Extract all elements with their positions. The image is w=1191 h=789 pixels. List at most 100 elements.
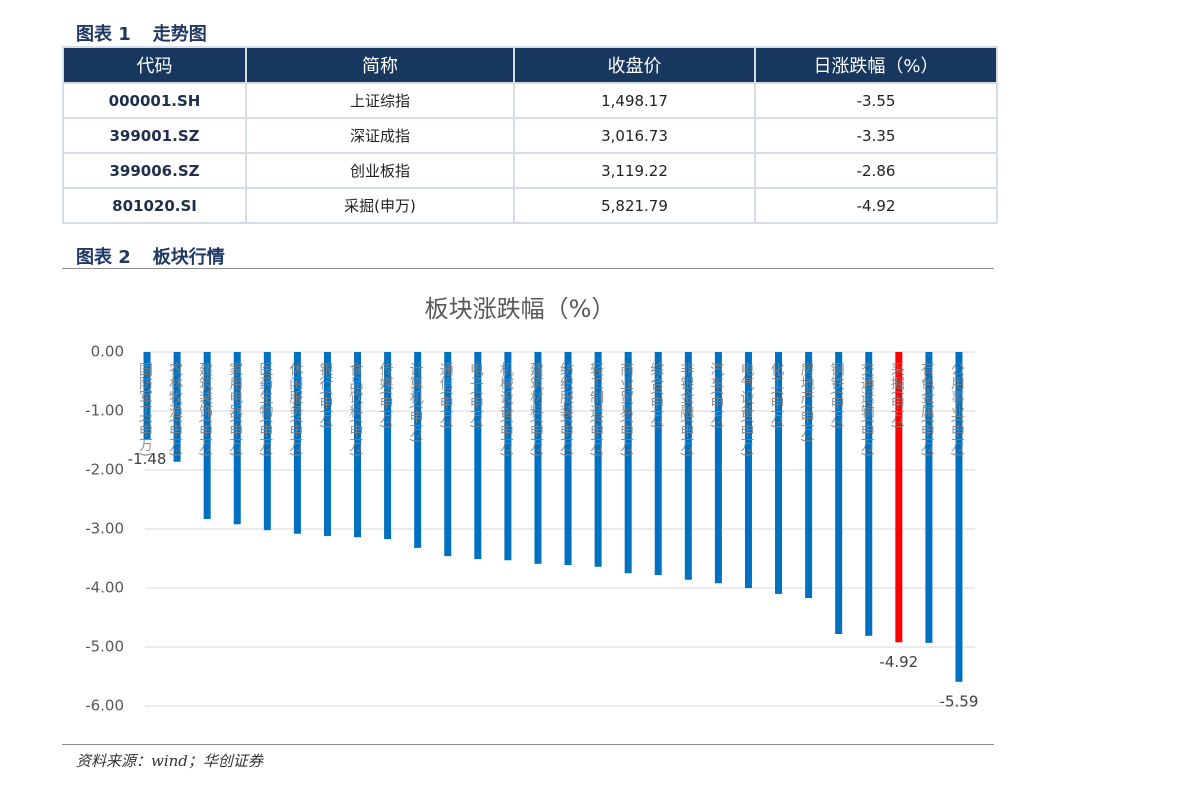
bar: [143, 352, 151, 440]
x-tick-label: 休闲服务(申万): [287, 362, 303, 457]
x-tick-label: 有色金属(申万): [919, 362, 935, 457]
y-tick-label: 0.00: [91, 343, 124, 361]
bar: [775, 352, 783, 594]
divider: [62, 744, 994, 745]
table-cell: 上证综指: [245, 82, 515, 119]
x-tick-label: 食品饮料(申万): [348, 361, 364, 457]
figure-name: 板块行情: [152, 247, 225, 268]
x-tick-label: 房地产(申万): [799, 362, 815, 443]
figure-name: 走势图: [152, 24, 207, 45]
x-tick-label: 建筑材料(申万): [528, 362, 544, 457]
x-tick-label: 公用事业(申万): [949, 362, 965, 457]
bar: [714, 352, 722, 584]
chart-title: 板块涨跌幅（%）: [425, 295, 616, 323]
y-tick-label: -1.00: [85, 402, 124, 420]
x-tick-label: 传媒(申万): [378, 362, 394, 429]
table-cell: 3,016.73: [513, 117, 756, 154]
divider: [62, 268, 994, 269]
bar: [744, 352, 752, 588]
bar: [684, 352, 692, 580]
x-tick-label: 银行(申万): [317, 362, 333, 429]
bar: [895, 352, 903, 643]
bar: [384, 352, 392, 540]
bar: [654, 352, 662, 576]
value-label: -5.59: [940, 692, 979, 710]
x-tick-label: 家用电器(申万): [227, 361, 243, 457]
x-tick-label: 交通运输(申万): [859, 361, 875, 457]
bar: [444, 352, 452, 557]
bar: [865, 352, 873, 636]
bar: [504, 352, 512, 561]
x-tick-label: 计算机(申万): [408, 362, 424, 443]
x-tick-label: 综合(申万): [648, 362, 664, 429]
bar: [203, 352, 211, 519]
y-tick-label: -5.00: [85, 638, 124, 656]
table-cell: 399001.SZ: [62, 117, 247, 154]
x-tick-label: 纺织服装(申万): [558, 362, 574, 457]
bar: [233, 352, 241, 525]
value-label: -1.48: [128, 450, 167, 468]
y-tick-label: -6.00: [85, 697, 124, 715]
x-tick-label: 电子(申万): [468, 362, 484, 429]
table-cell: 000001.SH: [62, 82, 247, 119]
table-row: 801020.SI 采掘(申万) 5,821.79 -4.92: [62, 187, 998, 224]
header-cell: 代码: [62, 46, 247, 84]
bar: [925, 352, 933, 643]
header-cell: 收盘价: [513, 46, 756, 84]
figure-label: 图表 1: [76, 24, 131, 45]
x-tick-label: 商业贸易(申万): [618, 362, 634, 457]
table-cell: 5,821.79: [513, 187, 756, 224]
value-label: -4.92: [879, 653, 918, 671]
x-tick-label: 钢铁(申万): [829, 362, 845, 429]
x-tick-label: 国防军工(申万): [137, 362, 153, 457]
x-tick-label: 轻工制造(申万): [588, 362, 604, 457]
table-cell: -3.35: [754, 117, 998, 154]
table-cell: -4.92: [754, 187, 998, 224]
x-tick-label: 采掘(申万): [889, 362, 905, 429]
x-tick-label: 机械设备(申万): [498, 362, 514, 457]
figure-title: 图表 1 走势图: [76, 20, 229, 46]
bar: [955, 352, 963, 682]
bar: [474, 352, 482, 560]
bar: [624, 352, 632, 574]
table-cell: 深证成指: [245, 117, 515, 154]
bar: [173, 352, 181, 462]
x-tick-label: 电气设备(申万): [738, 362, 754, 457]
x-tick-label: 通信(申万): [438, 362, 454, 429]
source-note: 资料来源：wind；华创证券: [76, 752, 263, 770]
table-row: 399001.SZ 深证成指 3,016.73 -3.35: [62, 117, 998, 154]
bar: [835, 352, 843, 635]
bar: [263, 352, 271, 531]
y-tick-label: -2.00: [85, 461, 124, 479]
bar: [323, 352, 331, 537]
bar: [414, 352, 422, 548]
x-tick-label: 化工(申万): [769, 362, 785, 429]
table-cell: 1,498.17: [513, 82, 756, 119]
bar: [293, 352, 301, 534]
table-body: 000001.SH 上证综指 1,498.17 -3.55 399001.SZ 深证成指 3…: [62, 82, 998, 224]
table-cell: 创业板指: [245, 152, 515, 189]
table-row: 399006.SZ 创业板指 3,119.22 -2.86: [62, 152, 998, 189]
table-cell: 399006.SZ: [62, 152, 247, 189]
table-cell: 采掘(申万): [245, 187, 515, 224]
table-cell: -3.55: [754, 82, 998, 119]
bar: [564, 352, 572, 565]
x-tick-label: 建筑装饰(申万): [197, 362, 213, 457]
x-tick-label: 农林牧渔(申万): [167, 362, 183, 457]
x-tick-label: 医药生物(申万): [257, 362, 273, 457]
bar: [594, 352, 602, 567]
figure-label: 图表 2: [76, 247, 131, 268]
header-cell: 简称: [245, 46, 515, 84]
y-tick-label: -4.00: [85, 579, 124, 597]
table-cell: 801020.SI: [62, 187, 247, 224]
figure-title: 图表 2 板块行情: [76, 243, 247, 269]
x-tick-label: 汽车(申万): [708, 362, 724, 429]
table-row: 000001.SH 上证综指 1,498.17 -3.55: [62, 82, 998, 119]
index-table: 代码 简称 收盘价 日涨跌幅（%） 000001.SH 上证综指 1,498.17 -3.5…: [62, 46, 998, 224]
table-cell: 3,119.22: [513, 152, 756, 189]
table-cell: -2.86: [754, 152, 998, 189]
header-cell: 日涨跌幅（%）: [754, 46, 998, 84]
header-row: 代码 简称 收盘价 日涨跌幅（%）: [62, 46, 998, 84]
bar: [534, 352, 542, 564]
